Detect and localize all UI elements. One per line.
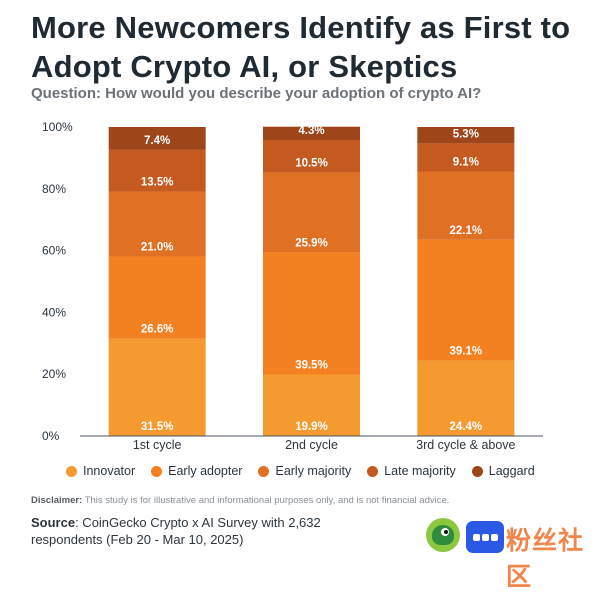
source-text: : CoinGecko Crypto x AI Survey with 2,63… [31, 515, 321, 547]
data-label: 21.0% [141, 241, 174, 253]
coingecko-logo-icon [426, 518, 460, 552]
legend-label: Late majority [384, 464, 456, 478]
y-tick-label: 0% [42, 429, 60, 443]
data-label: 4.3% [298, 125, 324, 137]
bar-segment-innovator [263, 374, 360, 436]
bar-segment-early-adopter [263, 252, 360, 375]
legend-item-late-majority: Late majority [367, 464, 456, 478]
source-note: Source: CoinGecko Crypto x AI Survey wit… [31, 514, 391, 548]
data-label: 24.4% [450, 421, 483, 433]
bar-segment-early-majority [263, 172, 360, 253]
data-label: 39.1% [450, 346, 483, 358]
data-label: 10.5% [295, 157, 328, 169]
data-label: 26.6% [141, 324, 174, 336]
y-tick-label: 100% [42, 120, 73, 134]
source-label: Source [31, 515, 76, 530]
disclaimer: Disclaimer: This study is for illustrati… [31, 495, 571, 506]
data-label: 19.9% [295, 421, 328, 433]
x-category-label: 2nd cycle [285, 438, 338, 452]
legend-item-innovator: Innovator [66, 464, 135, 478]
bar-segment-early-majority [417, 171, 515, 240]
bar-segment-early-adopter [108, 256, 206, 339]
y-tick-label: 60% [42, 244, 66, 258]
disclaimer-label: Disclaimer: [31, 495, 83, 506]
legend-label: Early majority [275, 464, 352, 478]
bar-segment-late-majority [417, 143, 515, 172]
legend-swatch [367, 465, 379, 477]
bar-segment-late-majority [263, 139, 360, 173]
bar-segment-innovator [417, 360, 515, 436]
data-label: 25.9% [295, 237, 328, 249]
x-category-label: 3rd cycle & above [416, 438, 515, 452]
legend-label: Innovator [83, 464, 136, 478]
bar-segment-innovator [108, 338, 206, 436]
chart-title: More Newcomers Identify as First to Adop… [31, 10, 571, 84]
disclaimer-text: This study is for illustrative and infor… [82, 495, 450, 506]
stacked-bar-chart: 0% 20% 40% 60% 80% 100% 31.5% 26.6% 21.0% 13.5% 7.… [42, 120, 543, 452]
bar-segment-laggard [108, 127, 206, 150]
data-label: 39.5% [295, 360, 328, 372]
legend-label: Laggard [488, 464, 535, 478]
legend-swatch [66, 465, 77, 477]
legend-item-early-adopter: Early adopter [151, 464, 242, 478]
data-label: 9.1% [453, 156, 479, 168]
bar-segment-late-majority [108, 149, 206, 192]
legend-item-laggard: Laggard [471, 464, 535, 478]
bar-segment-laggard [263, 126, 360, 140]
legend-swatch [151, 465, 163, 477]
y-tick-label: 40% [42, 305, 66, 319]
legend-swatch [471, 465, 483, 477]
data-label: 7.4% [144, 135, 170, 147]
data-label: 22.1% [450, 225, 483, 237]
data-label: 5.3% [453, 128, 479, 140]
app-logo-icon [466, 521, 504, 553]
bar-segment-early-majority [108, 191, 206, 257]
y-tick-label: 20% [42, 367, 66, 381]
x-category-label: 1st cycle [133, 438, 182, 452]
legend: Innovator Early adopter Early majority Late… [66, 462, 551, 480]
legend-swatch [258, 465, 270, 477]
legend-label: Early adopter [168, 464, 243, 478]
watermark: 粉丝社区 [506, 527, 585, 591]
legend-item-early-majority: Early majority [258, 464, 351, 478]
bar-segment-early-adopter [417, 239, 515, 361]
y-tick-label: 80% [42, 182, 66, 196]
bar-segment-laggard [417, 127, 515, 144]
data-label: 31.5% [141, 421, 174, 433]
chart-subtitle: Question: How would you describe your ad… [31, 85, 482, 102]
data-label: 13.5% [141, 177, 174, 189]
